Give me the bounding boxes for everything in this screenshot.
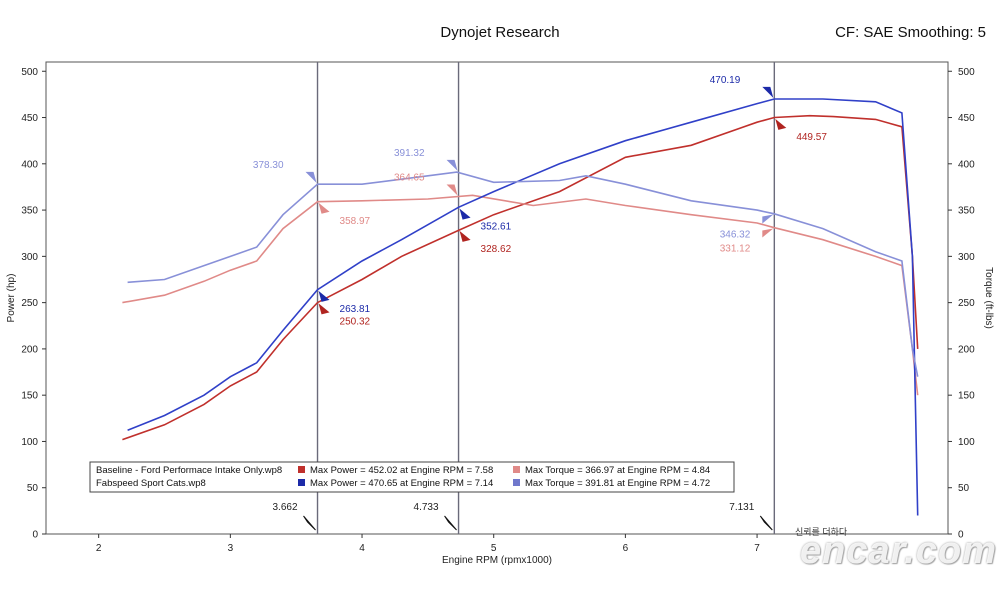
series-line-torque-1 xyxy=(122,194,919,396)
legend-max-torque: Max Torque = 366.97 at Engine RPM = 4.84 xyxy=(525,465,710,476)
x-tick-label: 2 xyxy=(96,543,102,554)
legend-swatch-power xyxy=(298,466,305,473)
annotation-value: 364.65 xyxy=(394,173,425,184)
annotation-arrow xyxy=(446,184,458,196)
rpm-cursor-label: 7.131 xyxy=(729,502,754,513)
annotation-value: 331.12 xyxy=(720,244,751,255)
chart-title: Dynojet Research xyxy=(440,24,560,41)
y-tick-label-left: 350 xyxy=(21,206,38,217)
y-tick-label-left: 400 xyxy=(21,159,38,170)
x-axis-label: Engine RPM (rpmx1000) xyxy=(442,555,552,566)
watermark-slogan: 신뢰를 더하다 xyxy=(795,527,848,537)
y-tick-label-right: 150 xyxy=(958,391,975,402)
legend-box xyxy=(89,461,735,493)
annotation-arrow xyxy=(762,86,774,98)
y-tick-label-right: 200 xyxy=(958,344,975,355)
y-tick-label-left: 0 xyxy=(32,530,38,541)
annotation-value: 250.32 xyxy=(340,316,371,327)
y-tick-label-left: 450 xyxy=(21,113,38,124)
legend-file: Fabspeed Sport Cats.wp8 xyxy=(96,478,206,489)
y-tick-label-left: 100 xyxy=(21,437,38,448)
legend-swatch-power xyxy=(298,479,305,486)
legend: Baseline - Ford Performace Intake Only.w… xyxy=(89,461,735,493)
annotation-value: 358.97 xyxy=(340,216,371,227)
annotation-arrow xyxy=(762,214,774,224)
axes: 0 0 50 50 100 100 150 150 200 200 250 250 300 300 350 3… xyxy=(6,67,994,566)
y-tick-label-right: 400 xyxy=(958,159,975,170)
legend-max-power: Max Power = 452.02 at Engine RPM = 7.58 xyxy=(310,465,493,476)
y-tick-label-right: 50 xyxy=(958,483,970,494)
y-tick-label-left: 300 xyxy=(21,252,38,263)
legend-file: Baseline - Ford Performace Intake Only.w… xyxy=(96,465,282,476)
legend-swatch-torque xyxy=(513,466,520,473)
annotation-value: 378.30 xyxy=(253,160,284,171)
annotation-arrow xyxy=(775,118,787,130)
y-tick-label-left: 250 xyxy=(21,298,38,309)
x-tick-label: 5 xyxy=(491,543,497,554)
annotation-value: 328.62 xyxy=(481,244,512,255)
series-lines xyxy=(122,98,919,516)
annotation-arrow xyxy=(446,159,458,171)
series-line-power-0 xyxy=(122,114,919,441)
rpm-cursor-label: 4.733 xyxy=(414,502,439,513)
legend-swatch-torque xyxy=(513,479,520,486)
annotation-value: 263.81 xyxy=(340,304,371,315)
y-tick-label-left: 50 xyxy=(27,483,39,494)
annotation-arrow xyxy=(318,290,330,302)
rpm-cursor-arrow xyxy=(759,515,773,531)
annotation-arrow xyxy=(318,202,330,214)
y-tick-label-left: 500 xyxy=(21,67,38,78)
annotation-value: 346.32 xyxy=(720,229,751,240)
rpm-cursor-label: 3.662 xyxy=(272,502,297,513)
rpm-cursor-arrow xyxy=(444,515,457,531)
y-tick-label-right: 100 xyxy=(958,437,975,448)
annotation-value: 470.19 xyxy=(710,75,741,86)
y-tick-label-right: 450 xyxy=(958,113,975,124)
y-tick-label-right: 300 xyxy=(958,252,975,263)
y-tick-label-right: 250 xyxy=(958,298,975,309)
x-tick-label: 6 xyxy=(623,543,629,554)
legend-max-torque: Max Torque = 391.81 at Engine RPM = 4.72 xyxy=(525,478,710,489)
annotation-value: 352.61 xyxy=(481,222,512,233)
annotation-arrow xyxy=(762,228,774,238)
x-tick-label: 7 xyxy=(754,543,760,554)
rpm-cursors: 3.662 4.733 7.131 xyxy=(272,62,776,534)
y-axis-label-left: Power (hp) xyxy=(6,274,17,323)
annotation-arrow xyxy=(305,171,317,183)
x-tick-label: 3 xyxy=(228,543,234,554)
correction-factor-info: CF: SAE Smoothing: 5 xyxy=(835,24,986,41)
legend-max-power: Max Power = 470.65 at Engine RPM = 7.14 xyxy=(310,478,493,489)
y-tick-label-right: 500 xyxy=(958,67,975,78)
y-tick-label-left: 150 xyxy=(21,391,38,402)
annotation-value: 391.32 xyxy=(394,148,425,159)
watermark-logo: encar.com xyxy=(800,530,997,572)
rpm-cursor-arrow xyxy=(303,515,316,531)
y-tick-label-right: 350 xyxy=(958,206,975,217)
annotation-arrow xyxy=(459,208,471,220)
y-tick-label-left: 200 xyxy=(21,344,38,355)
y-axis-label-right: Torque (ft-lbs) xyxy=(983,267,994,329)
annotation-value: 449.57 xyxy=(796,132,827,143)
y-tick-label-right: 0 xyxy=(958,530,964,541)
plot-area xyxy=(45,61,949,535)
annotation-arrow xyxy=(318,303,330,315)
x-tick-label: 4 xyxy=(359,543,365,554)
annotation-arrow xyxy=(459,230,471,242)
series-line-power-2 xyxy=(127,98,919,516)
series-line-torque-3 xyxy=(127,171,919,377)
